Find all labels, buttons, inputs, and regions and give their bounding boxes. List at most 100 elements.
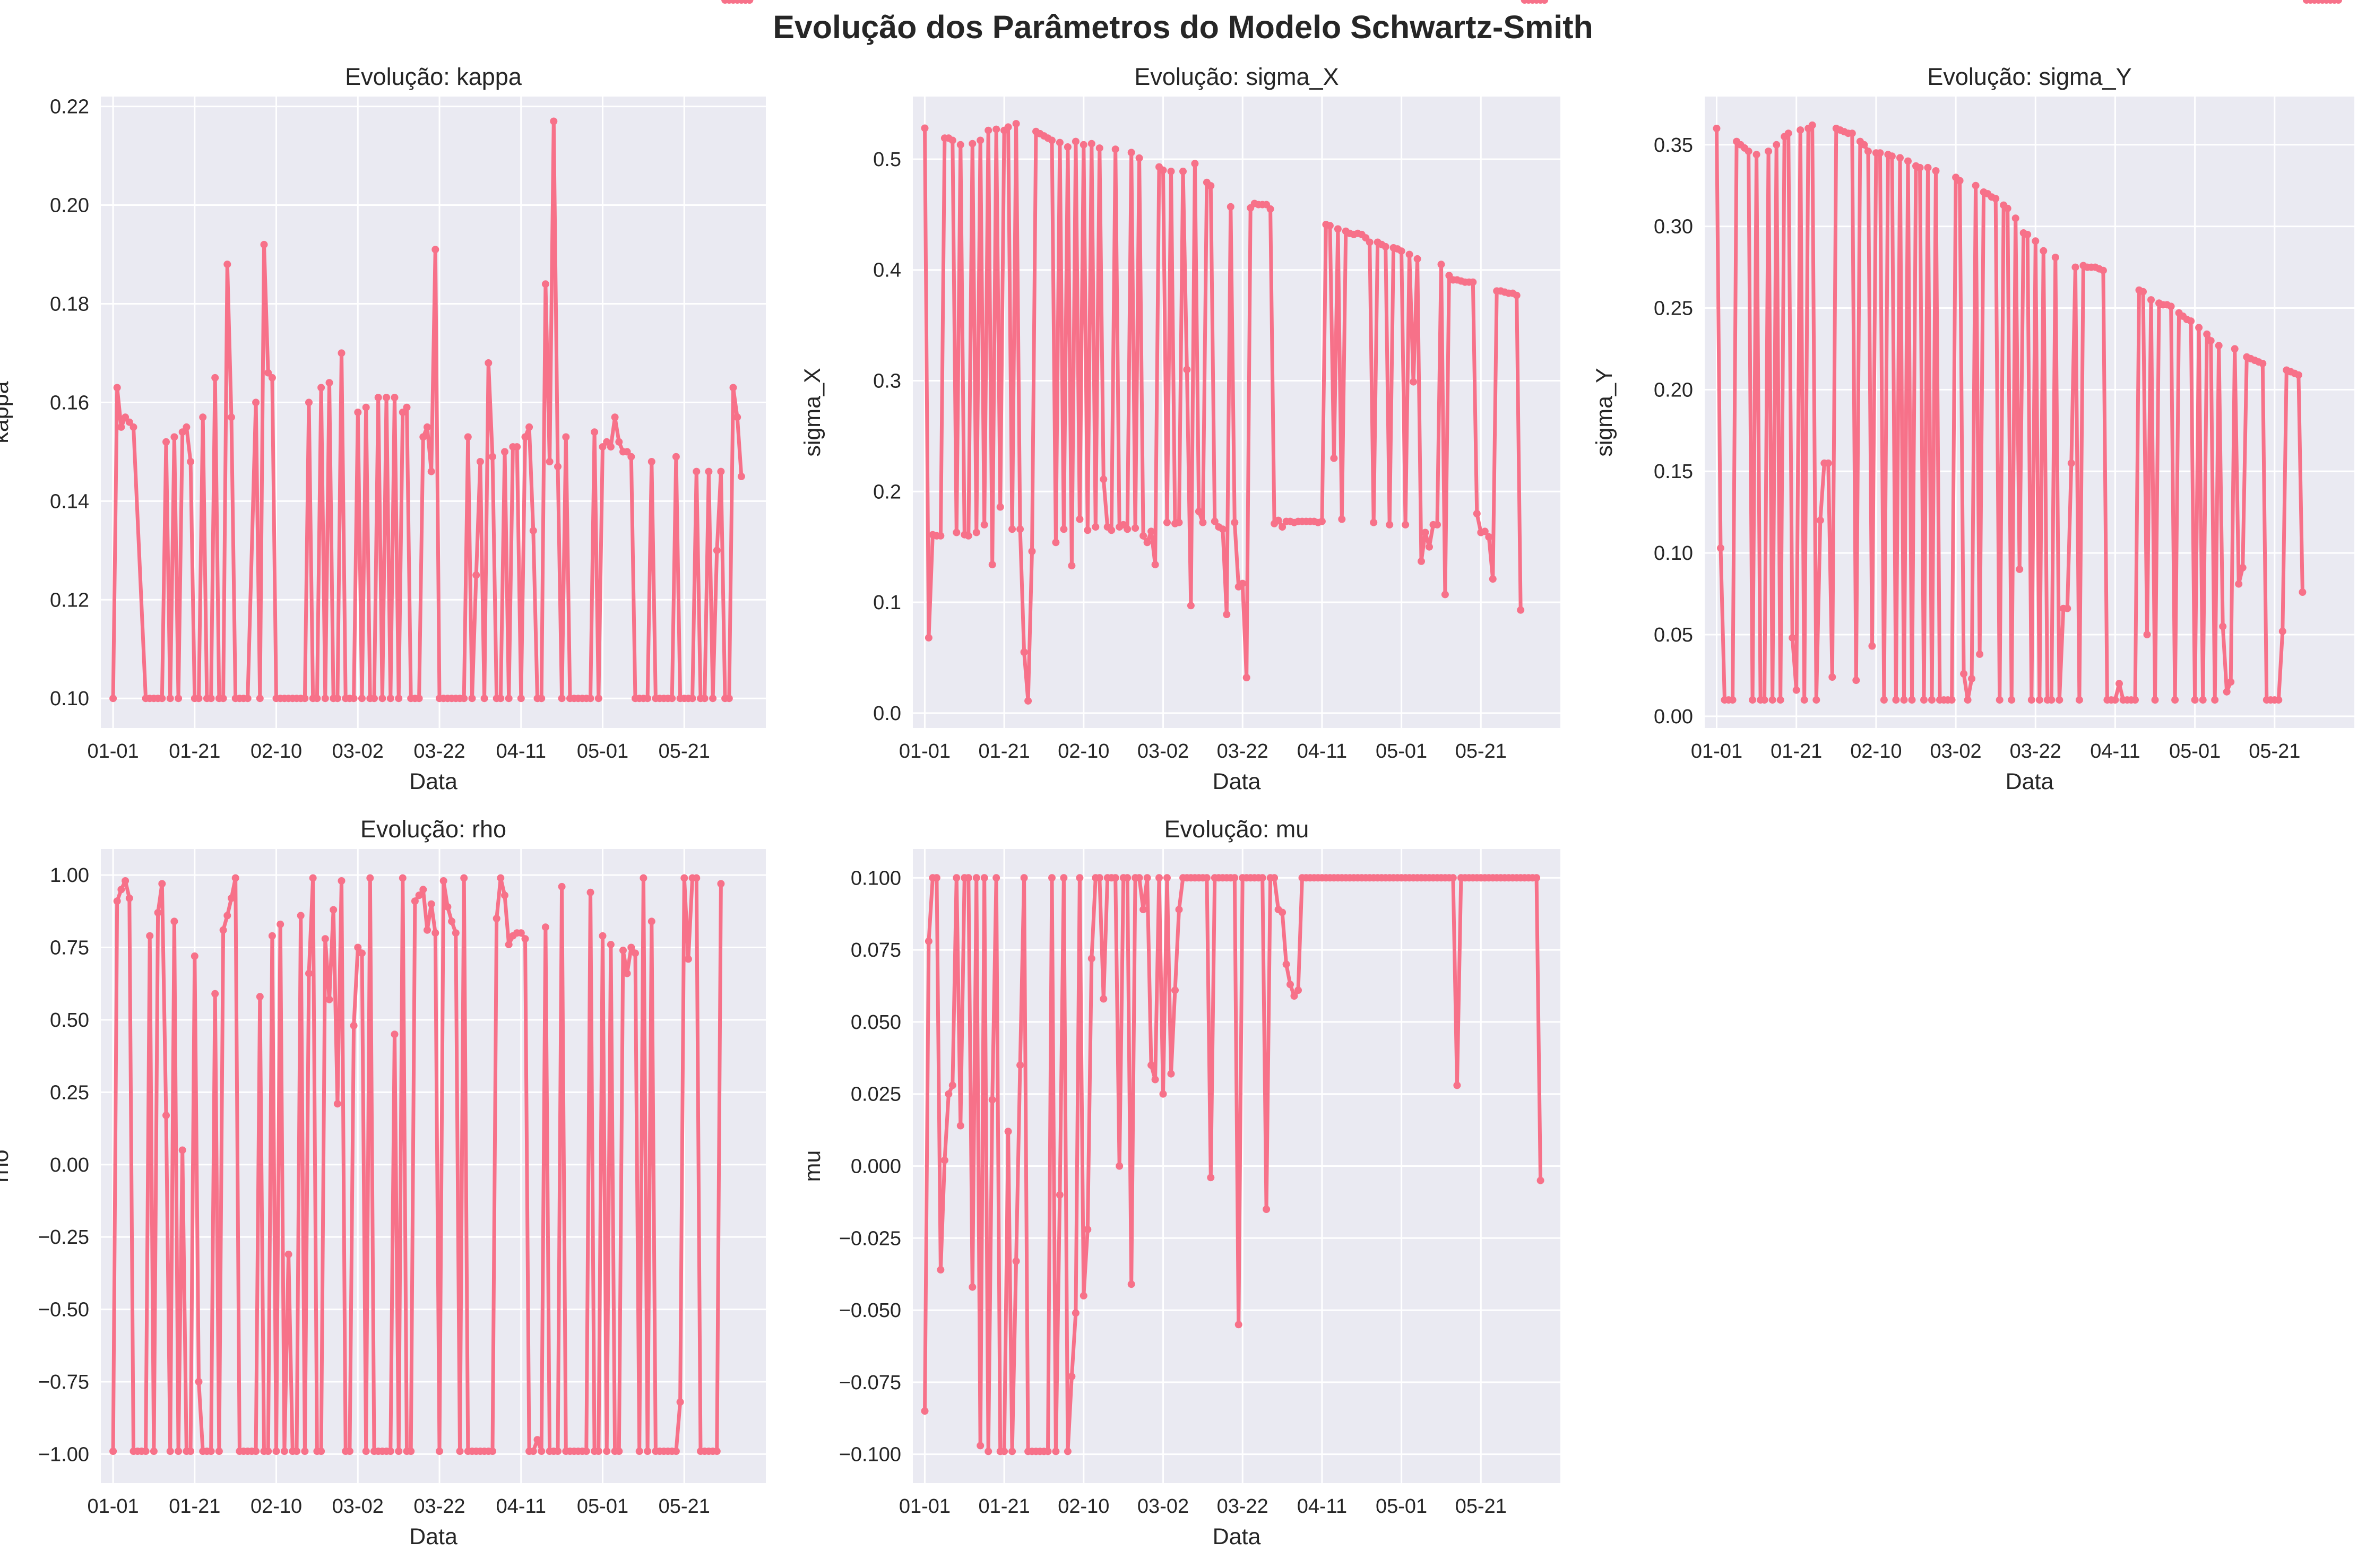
- data-point: [672, 1448, 680, 1455]
- y-tick-label: 0.000: [851, 1156, 901, 1178]
- data-point: [346, 1448, 353, 1455]
- data-point: [125, 418, 133, 426]
- data-point: [431, 246, 439, 254]
- subplot-title: Evolução: rho: [360, 816, 506, 843]
- data-point: [1972, 181, 1980, 189]
- data-point: [615, 438, 623, 446]
- data-point: [2035, 696, 2043, 704]
- subplot-title: Evolução: sigma_X: [1134, 63, 1339, 90]
- data-point: [956, 141, 964, 149]
- data-point: [1768, 696, 1776, 704]
- data-point: [1080, 141, 1087, 149]
- data-point: [231, 874, 239, 882]
- data-point: [988, 1096, 996, 1104]
- data-point: [550, 117, 558, 125]
- data-point: [338, 349, 346, 357]
- data-point: [737, 472, 745, 480]
- x-tick-label: 05-21: [2249, 740, 2300, 763]
- data-point: [1517, 606, 1525, 614]
- data-point: [2223, 688, 2231, 696]
- data-point: [1876, 149, 1884, 157]
- data-point: [603, 1448, 611, 1455]
- data-point: [362, 1448, 370, 1455]
- data-point: [1920, 696, 1928, 704]
- y-axis-label: sigma_X: [800, 368, 825, 456]
- x-axis-label: Data: [1213, 769, 1261, 794]
- data-point: [1000, 1448, 1008, 1456]
- data-point: [1489, 575, 1497, 583]
- data-point: [1294, 986, 1302, 994]
- data-point: [117, 423, 125, 431]
- data-point: [1434, 521, 1441, 529]
- data-point: [321, 695, 329, 703]
- data-point: [1139, 906, 1147, 914]
- data-point: [1171, 986, 1179, 994]
- data-point: [1286, 981, 1294, 989]
- data-point: [2278, 627, 2286, 635]
- y-tick-label: 0.12: [50, 589, 89, 611]
- data-point: [1008, 525, 1016, 533]
- data-point: [191, 952, 198, 960]
- data-point: [2207, 337, 2215, 345]
- data-point: [705, 467, 713, 475]
- data-point: [644, 695, 652, 703]
- data-point: [1453, 1081, 1461, 1089]
- data-point: [980, 874, 988, 882]
- data-point: [366, 874, 374, 882]
- data-point: [362, 403, 370, 411]
- data-point: [415, 891, 423, 899]
- data-point: [1330, 454, 1338, 462]
- data-point: [546, 458, 554, 465]
- data-point: [395, 695, 403, 703]
- data-point: [1892, 696, 1900, 704]
- data-point: [268, 374, 276, 382]
- data-point: [1092, 523, 1100, 531]
- data-point: [338, 877, 346, 885]
- x-tick-label: 03-22: [413, 740, 465, 763]
- data-point: [1932, 167, 1940, 175]
- data-point: [321, 935, 329, 943]
- data-point: [317, 384, 325, 392]
- y-tick-label: −1.00: [38, 1443, 89, 1466]
- data-point: [2075, 696, 2083, 704]
- data-point: [391, 1030, 399, 1038]
- data-point: [468, 695, 476, 703]
- data-point: [1533, 874, 1541, 882]
- data-point: [407, 1448, 415, 1455]
- data-point: [424, 926, 431, 934]
- y-tick-label: 0.10: [1654, 542, 1693, 565]
- data-point: [1541, 0, 1549, 4]
- data-point: [415, 695, 423, 703]
- data-point: [2235, 580, 2243, 588]
- data-point: [1100, 475, 1108, 483]
- data-point: [162, 1112, 170, 1119]
- data-point: [2143, 631, 2151, 638]
- data-point: [1282, 960, 1290, 968]
- data-point: [370, 695, 378, 703]
- data-point: [713, 1448, 721, 1455]
- data-point: [1064, 1448, 1072, 1456]
- data-point: [1234, 1321, 1242, 1329]
- data-point: [333, 695, 341, 703]
- x-tick-label: 05-21: [659, 740, 710, 763]
- data-point: [1159, 166, 1167, 174]
- data-point: [627, 453, 635, 461]
- data-point: [554, 463, 562, 471]
- data-point: [964, 874, 972, 882]
- y-tick-label: 0.25: [50, 1081, 89, 1104]
- data-point: [2211, 696, 2219, 704]
- data-point: [439, 877, 447, 885]
- data-point: [2027, 696, 2035, 704]
- data-point: [386, 1448, 394, 1455]
- x-tick-label: 05-01: [1376, 740, 1427, 763]
- data-point: [354, 943, 362, 951]
- data-point: [1076, 515, 1084, 523]
- data-point: [1290, 992, 1298, 1000]
- data-point: [170, 917, 178, 925]
- data-point: [1060, 874, 1068, 882]
- x-tick-label: 04-11: [2090, 740, 2140, 763]
- data-point: [985, 126, 992, 134]
- data-point: [1713, 125, 1721, 132]
- data-point: [1338, 515, 1346, 523]
- data-point: [562, 433, 570, 441]
